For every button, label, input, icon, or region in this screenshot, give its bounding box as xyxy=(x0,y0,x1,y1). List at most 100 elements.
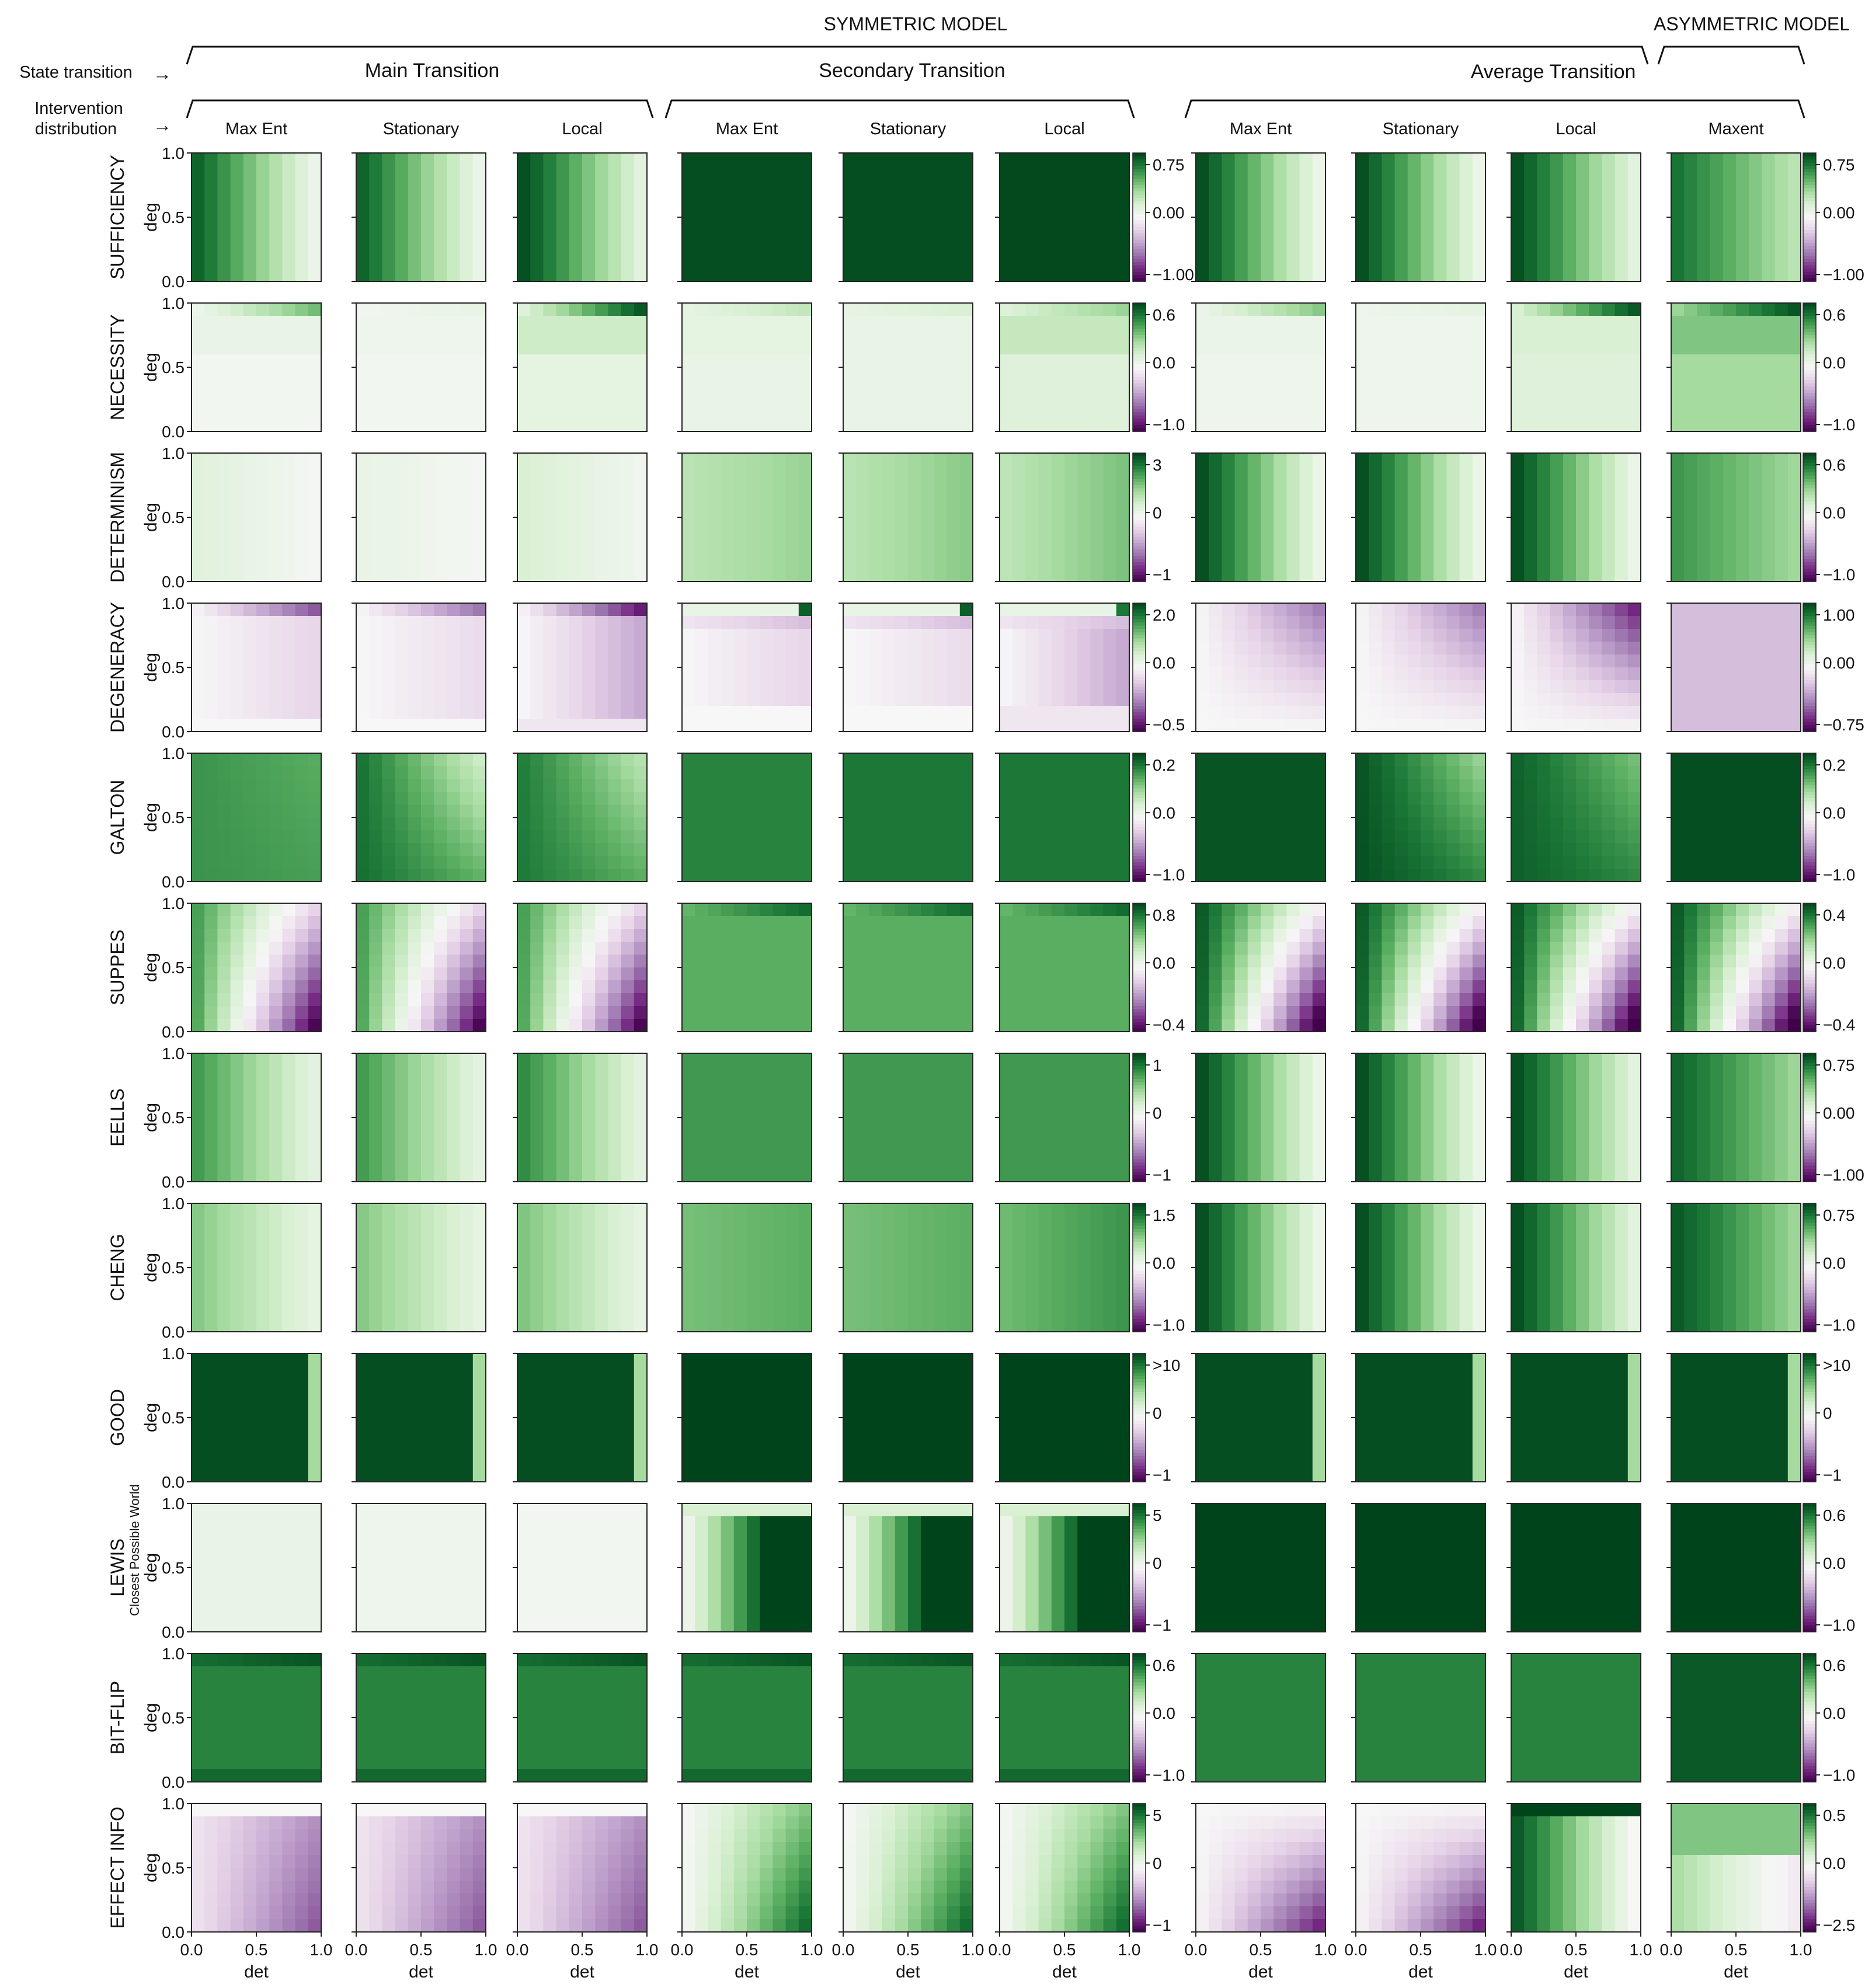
heatmap-cell xyxy=(517,166,531,179)
heatmap-cell xyxy=(269,603,283,617)
heatmap-cell xyxy=(1459,530,1473,544)
heatmap-cell xyxy=(1563,329,1577,342)
heatmap-cell xyxy=(243,693,257,706)
colorbar-segment xyxy=(1803,312,1816,316)
heatmap-cell xyxy=(382,179,396,192)
colorbar-segment xyxy=(1803,389,1816,394)
heatmap-cell xyxy=(217,843,231,857)
heatmap-cell xyxy=(621,230,635,243)
heatmap-cell xyxy=(1103,680,1117,694)
heatmap-cell xyxy=(421,869,434,882)
heatmap-cell xyxy=(1369,453,1382,466)
heatmap-cell xyxy=(582,230,596,243)
colorbar-segment xyxy=(1803,387,1816,391)
heatmap-cell xyxy=(1627,517,1641,531)
heatmap-cell xyxy=(1209,256,1222,269)
heatmap-cell xyxy=(1025,530,1039,544)
heatmap-cell xyxy=(543,504,557,518)
heatmap-cell xyxy=(204,230,218,243)
heatmap-cell xyxy=(921,329,934,342)
heatmap-cell xyxy=(517,217,531,231)
heatmap-cell xyxy=(608,869,622,882)
heatmap-cell xyxy=(217,393,231,406)
heatmap-cell xyxy=(382,269,396,282)
heatmap-cell xyxy=(1671,642,1685,655)
heatmap-cell xyxy=(1356,654,1369,668)
heatmap-cell xyxy=(1312,543,1326,556)
heatmap-cell xyxy=(1116,667,1130,681)
heatmap-cell xyxy=(1116,406,1130,419)
heatmap-cell xyxy=(1787,453,1801,466)
heatmap-cell xyxy=(1563,192,1577,205)
heatmap-cell xyxy=(1261,204,1274,218)
heatmap-cell xyxy=(1000,316,1013,329)
heatmap-cell xyxy=(1550,329,1564,342)
colorbar-segment xyxy=(1803,517,1816,521)
heatmap-cell xyxy=(543,843,557,857)
heatmap-panel xyxy=(1506,152,1641,282)
heatmap-cell xyxy=(434,479,447,492)
heatmap-cell xyxy=(634,504,648,518)
heatmap-cell xyxy=(460,419,474,432)
heatmap-cell xyxy=(1286,342,1300,355)
colorbar-segment xyxy=(1133,364,1146,368)
heatmap-cell xyxy=(1234,192,1248,205)
heatmap-cell xyxy=(760,419,773,432)
heatmap-cell xyxy=(695,419,708,432)
colorbar-segment xyxy=(1803,428,1816,432)
heatmap-cell xyxy=(733,179,747,192)
heatmap-panel xyxy=(1506,302,1641,432)
heatmap-cell xyxy=(1369,316,1382,329)
heatmap-cell xyxy=(1421,243,1434,256)
heatmap-cell xyxy=(217,569,231,582)
heatmap-cell xyxy=(472,530,486,544)
heatmap-cell xyxy=(1103,230,1117,243)
y-tick-label: 1.0 xyxy=(162,144,185,162)
colorbar-segment xyxy=(1803,619,1816,623)
colorbar-segment xyxy=(1133,569,1146,573)
heatmap-cell xyxy=(408,256,422,269)
heatmap-cell xyxy=(882,380,896,394)
heatmap-cell xyxy=(308,869,322,882)
heatmap-cell xyxy=(621,856,635,869)
heatmap-cell xyxy=(421,192,434,205)
heatmap-cell xyxy=(256,466,270,479)
heatmap-cell xyxy=(569,316,583,329)
heatmap-cell xyxy=(1064,367,1078,381)
heatmap-cell xyxy=(1209,153,1222,166)
heatmap-cell xyxy=(1684,192,1697,205)
heatmap-cell xyxy=(1064,603,1078,617)
heatmap-cell xyxy=(543,393,557,406)
colorbar-segment xyxy=(1133,645,1146,649)
heatmap-cell xyxy=(1261,556,1274,569)
heatmap-cell xyxy=(1446,629,1460,642)
heatmap-cell xyxy=(269,269,283,282)
heatmap-cell xyxy=(369,243,382,256)
heatmap-cell xyxy=(1524,504,1537,518)
heatmap-cell xyxy=(1697,680,1711,694)
heatmap-cell xyxy=(908,380,921,394)
heatmap-cell xyxy=(421,243,434,256)
heatmap-cell xyxy=(460,230,474,243)
y-tick-label: 0.5 xyxy=(162,809,185,827)
heatmap-cell xyxy=(747,543,760,556)
heatmap-cell xyxy=(1563,303,1577,316)
heatmap-cell xyxy=(243,603,257,617)
heatmap-cell xyxy=(908,680,921,694)
heatmap-cell xyxy=(1286,393,1300,406)
heatmap-cell xyxy=(869,217,883,231)
heatmap-cell xyxy=(1421,466,1434,479)
heatmap-cell xyxy=(1774,642,1789,655)
heatmap-cell xyxy=(256,556,270,569)
heatmap-cell xyxy=(1012,316,1026,329)
heatmap-cell xyxy=(1234,453,1248,466)
heatmap-cell xyxy=(621,843,635,857)
heatmap-cell xyxy=(282,243,296,256)
heatmap-cell xyxy=(682,616,695,629)
heatmap-cell xyxy=(856,204,869,218)
heatmap-cell xyxy=(773,492,787,505)
heatmap-cell xyxy=(369,856,382,869)
heatmap-cell xyxy=(421,766,434,779)
heatmap-cell xyxy=(1369,393,1382,406)
heatmap-cell xyxy=(1064,342,1078,355)
